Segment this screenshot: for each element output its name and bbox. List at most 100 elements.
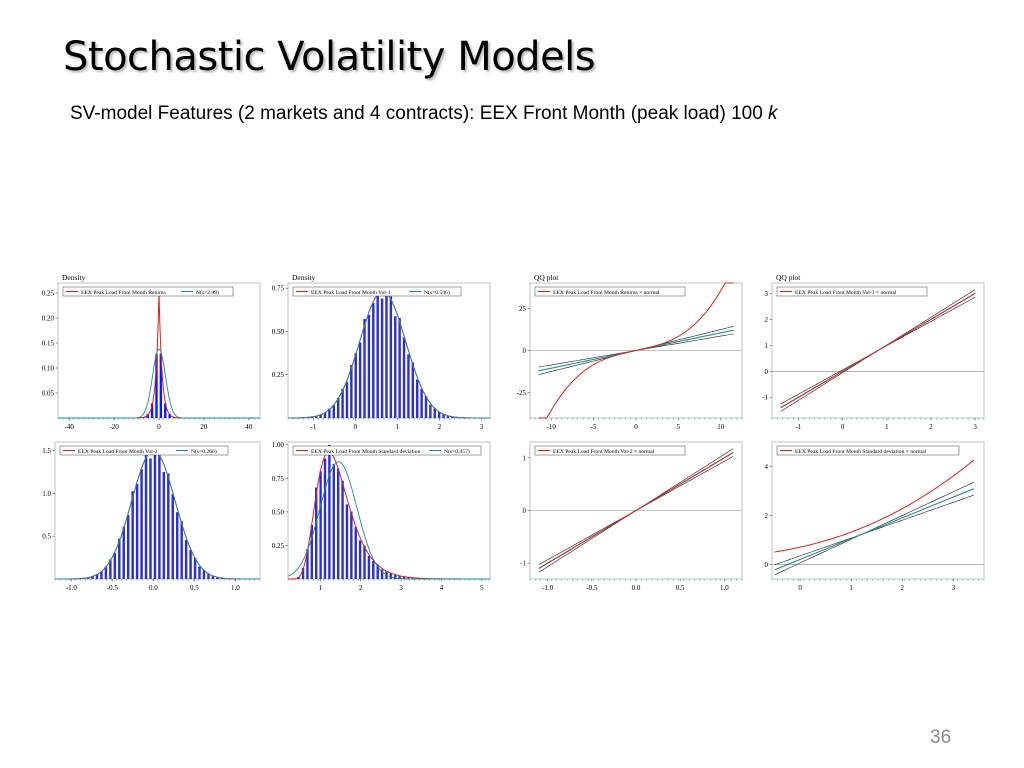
x-tick-label: -1 — [796, 423, 802, 431]
chart-panel-6: 1 2 3 4 5 0.25 0.50 0.75 1.00 EEX Peak Load Front… — [272, 441, 491, 592]
legend-label: N(s=0.457) — [444, 448, 470, 455]
histogram-bar — [164, 403, 167, 418]
x-tick-label: 2 — [929, 423, 933, 431]
slide-title: Stochastic Volatility Models — [63, 34, 596, 80]
histogram-bar — [446, 415, 450, 418]
y-tick-label: 3 — [765, 290, 769, 298]
legend-box — [534, 445, 686, 456]
slide-subtitle: SV-model Features (2 markets and 4 contr… — [70, 103, 778, 125]
subtitle-text: SV-model Features (2 markets and 4 contr… — [70, 103, 769, 124]
y-tick-label: 0.05 — [42, 390, 55, 398]
histogram-bar — [350, 511, 353, 579]
histogram-bar — [345, 381, 349, 418]
legend-label: EEX Peak Load Front Month Vol-1 — [311, 290, 391, 296]
histogram-bar — [429, 404, 432, 418]
y-tick-label: 0.15 — [42, 340, 55, 348]
legend-box — [292, 445, 482, 456]
histogram-bar — [336, 397, 340, 418]
legend: EEX Peak Load Front Month Vol-2 N(s=0.266… — [59, 445, 229, 456]
legend-box — [534, 286, 686, 297]
x-tick-label: 0 — [798, 584, 802, 592]
legend-box — [62, 286, 234, 297]
y-tick-label: 1 — [765, 342, 769, 350]
histogram-bar — [437, 411, 441, 418]
histogram-bar — [416, 379, 419, 418]
x-tick-label: -20 — [109, 423, 119, 431]
histogram-bar — [372, 302, 375, 418]
x-tick-label: 5 — [480, 584, 484, 592]
y-tick-label: 0 — [523, 507, 527, 515]
chart-title: Density — [62, 273, 86, 282]
chart-panel-8: 0 1 2 3 0 2 4 EEX Peak Load Front Month Standar… — [765, 441, 985, 592]
x-tick-label: 10 — [717, 423, 725, 431]
histogram-bar — [367, 314, 371, 418]
histogram-bar — [363, 318, 366, 418]
y-tick-label: 0 — [765, 368, 769, 376]
x-tick-label: 1.0 — [720, 584, 729, 592]
histogram-bar — [150, 403, 154, 418]
x-tick-label: -10 — [547, 423, 557, 431]
x-tick-label: 0 — [841, 423, 845, 431]
x-tick-label: -0.5 — [586, 584, 598, 592]
y-tick-label: 0 — [523, 347, 527, 355]
y-tick-label: 0.25 — [272, 371, 285, 379]
histogram-bar — [315, 487, 318, 579]
x-tick-label: 20 — [200, 423, 208, 431]
histogram-bar — [420, 388, 423, 418]
histogram-bar — [442, 414, 445, 418]
legend-label: EEX Peak Load Front Month Returns × norm… — [553, 290, 660, 296]
x-tick-label: 5 — [677, 423, 681, 431]
histogram-bar — [104, 566, 108, 579]
histogram-bar — [95, 574, 99, 579]
histogram-bar — [451, 416, 454, 418]
band-line — [774, 482, 974, 566]
plot-frame — [54, 441, 261, 580]
x-tick-label: 0.0 — [632, 584, 641, 592]
histogram-bar — [394, 316, 397, 418]
y-tick-label: 0.25 — [272, 542, 285, 550]
histogram-bar — [144, 450, 148, 579]
x-tick-label: 40 — [245, 423, 253, 431]
histogram-bar — [376, 287, 379, 418]
histogram-bar — [376, 564, 379, 579]
x-tick-label: 3 — [399, 584, 403, 592]
x-tick-label: 3 — [952, 584, 956, 592]
qq-curve — [774, 459, 975, 553]
legend-box — [59, 445, 229, 456]
y-tick-label: 25 — [519, 305, 527, 313]
legend-box — [776, 286, 928, 297]
histogram-bar — [140, 469, 143, 579]
legend-label: EEX Peak Load Front Month Vol-1 × normal — [795, 290, 897, 296]
histogram-bar — [319, 471, 322, 579]
histogram-bar — [402, 337, 406, 418]
histogram-bar — [198, 566, 201, 579]
histogram-bar — [354, 527, 357, 579]
histogram-bar — [328, 444, 331, 579]
x-tick-label: 4 — [440, 584, 444, 592]
normal-curve — [58, 348, 260, 419]
histogram-bar — [402, 576, 406, 579]
y-tick-label: 0.75 — [272, 475, 285, 483]
histogram-bar — [394, 575, 397, 579]
histogram-bar — [216, 577, 219, 579]
histogram-bar — [175, 512, 179, 579]
x-tick-label: 1 — [849, 584, 853, 592]
y-tick-label: 0 — [765, 561, 769, 569]
legend: EEX Peak Load Front Month Vol-2 × normal — [534, 445, 686, 456]
histogram-bar — [389, 296, 393, 418]
chart-panel-4: QQ plot -1 0 1 2 3 -1 0 1 2 3 EEX Peak Load Front M… — [762, 273, 985, 431]
y-tick-label: 0.50 — [272, 508, 285, 516]
y-tick-label: 0.25 — [42, 290, 55, 298]
histogram-bar — [118, 538, 121, 579]
histogram-bar — [363, 545, 366, 579]
y-tick-label: 0.10 — [42, 365, 55, 373]
histogram-bar — [367, 555, 371, 579]
histogram-bar — [315, 415, 318, 418]
x-tick-label: 0 — [157, 423, 161, 431]
y-tick-label: 0.75 — [272, 285, 285, 293]
histogram-bar — [135, 483, 139, 579]
qq-curve — [538, 282, 734, 419]
histogram-bar — [332, 464, 335, 579]
legend: EEX Peak Load Front Month Returns × norm… — [534, 286, 686, 297]
x-tick-label: 1 — [396, 423, 400, 431]
